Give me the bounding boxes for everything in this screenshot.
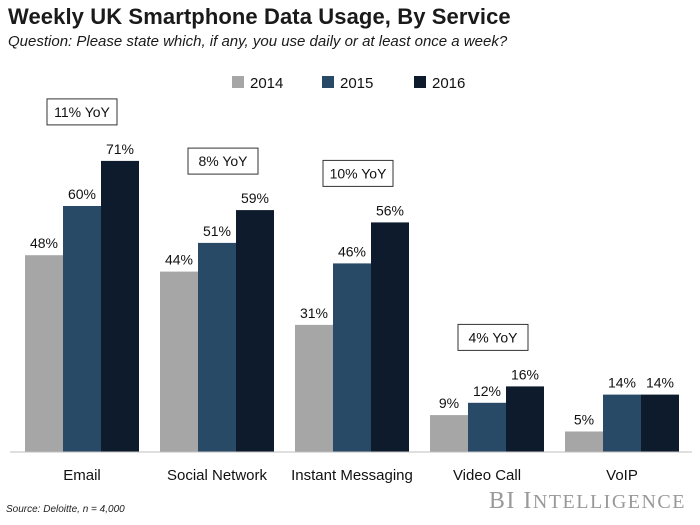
bar-2015-0 (63, 206, 101, 452)
bar-2014-2 (295, 324, 333, 452)
data-label-2016-3: 16% (511, 366, 539, 382)
bar-2015-4 (603, 394, 641, 452)
data-label-2014-0: 48% (30, 235, 58, 251)
legend-label-2014: 2014 (250, 75, 283, 92)
category-label-2: Instant Messaging (291, 467, 413, 484)
source-note: Source: Deloitte, n = 4,000 (6, 504, 125, 515)
bar-2016-0 (101, 160, 139, 452)
bar-2016-2 (371, 222, 409, 452)
data-label-2014-3: 9% (439, 395, 459, 411)
yoy-box-0 (46, 98, 118, 126)
yoy-box-1 (187, 147, 259, 175)
legend-swatch-2015 (322, 76, 334, 88)
chart-subtitle: Question: Please state which, if any, yo… (8, 33, 508, 50)
bar-2014-4 (565, 431, 603, 452)
category-label-0: Email (63, 467, 101, 484)
bar-2015-2 (333, 263, 371, 452)
data-label-2015-2: 46% (338, 243, 366, 259)
data-label-2014-1: 44% (165, 252, 193, 268)
bar-2014-1 (160, 271, 198, 452)
brand-initials: BI (488, 488, 516, 514)
yoy-box-3 (457, 323, 529, 351)
bi-intelligence-logo: BI INTELLIGENCE (489, 488, 686, 515)
data-label-2016-0: 71% (106, 141, 134, 157)
legend-label-2016: 2016 (432, 75, 465, 92)
yoy-box-2 (322, 159, 394, 187)
legend-label-2015: 2015 (340, 75, 373, 92)
bar-2016-4 (641, 394, 679, 452)
data-label-2016-4: 14% (646, 375, 674, 391)
yoy-annotation-3: 4% YoY (468, 329, 518, 345)
bar-2016-1 (236, 210, 274, 452)
data-label-2015-3: 12% (473, 383, 501, 399)
yoy-annotation-1: 8% YoY (198, 153, 248, 169)
data-label-2015-1: 51% (203, 223, 231, 239)
data-label-2014-2: 31% (300, 305, 328, 321)
category-label-1: Social Network (167, 467, 268, 484)
data-label-2016-1: 59% (241, 190, 269, 206)
data-label-2015-0: 60% (68, 186, 96, 202)
brand-name: INTELLIGENCE (523, 488, 686, 514)
yoy-annotation-2: 10% YoY (330, 165, 387, 181)
chart-title: Weekly UK Smartphone Data Usage, By Serv… (8, 4, 511, 29)
category-label-3: Video Call (453, 467, 521, 484)
data-label-2015-4: 14% (608, 375, 636, 391)
yoy-annotation-0: 11% YoY (54, 104, 110, 120)
bar-2014-0 (25, 255, 63, 452)
bar-2015-1 (198, 242, 236, 452)
bar-2014-3 (430, 415, 468, 452)
bar-2016-3 (506, 386, 544, 452)
bar-2015-3 (468, 402, 506, 452)
data-label-2014-4: 5% (574, 412, 594, 428)
category-label-4: VoIP (606, 467, 638, 484)
legend-swatch-2014 (232, 76, 244, 88)
data-label-2016-2: 56% (376, 202, 404, 218)
legend-swatch-2016 (414, 76, 426, 88)
